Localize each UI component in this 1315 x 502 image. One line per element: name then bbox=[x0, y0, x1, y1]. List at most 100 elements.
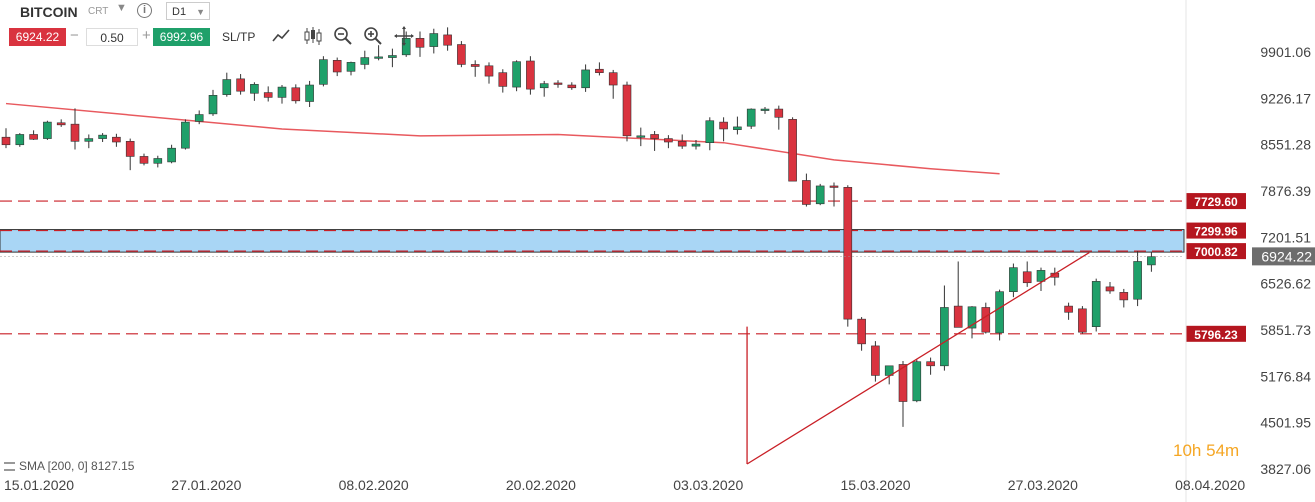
candle-body bbox=[415, 38, 425, 48]
sell-button[interactable]: 6924.22 bbox=[9, 28, 66, 46]
candle-body bbox=[305, 84, 314, 102]
candle-body bbox=[774, 108, 784, 118]
chevron-down-icon[interactable]: ▼ bbox=[116, 2, 127, 14]
candle-body bbox=[746, 108, 756, 127]
y-tick-label: 3827.06 bbox=[1260, 461, 1311, 477]
candle-body bbox=[595, 68, 604, 73]
candle-body bbox=[705, 120, 715, 143]
candle-body bbox=[636, 135, 646, 138]
candle-body bbox=[43, 121, 52, 139]
candle-body bbox=[926, 361, 935, 367]
candle-body bbox=[470, 64, 480, 67]
candle-body bbox=[250, 84, 259, 94]
candle-body bbox=[526, 60, 535, 90]
candle-body bbox=[815, 185, 825, 205]
y-tick-label: 5851.73 bbox=[1260, 322, 1311, 338]
indicator-legend[interactable]: SMA [200, 0] 8127.15 bbox=[4, 459, 134, 473]
timeframe-value: D1 bbox=[172, 6, 187, 18]
candle-body bbox=[608, 72, 618, 86]
candle-body bbox=[567, 84, 577, 89]
candle-timer: 10h 54m bbox=[1173, 441, 1239, 461]
x-tick-label: 08.04.2020 bbox=[1175, 477, 1245, 493]
candle-body bbox=[1009, 267, 1018, 292]
x-tick-label: 08.02.2020 bbox=[339, 477, 409, 493]
candle-body bbox=[843, 187, 853, 320]
line-chart-icon[interactable] bbox=[271, 25, 291, 47]
candle-body bbox=[277, 86, 287, 98]
y-tick-label: 7201.51 bbox=[1260, 229, 1311, 245]
candle-body bbox=[1105, 286, 1115, 292]
candle-body bbox=[112, 136, 121, 143]
zoom-out-icon[interactable] bbox=[333, 25, 353, 47]
level-label: 5796.23 bbox=[1194, 328, 1238, 342]
indicator-icon[interactable] bbox=[4, 462, 15, 472]
candle-body bbox=[374, 56, 383, 59]
candle-body bbox=[1, 136, 11, 146]
level-label: 7000.82 bbox=[1194, 245, 1238, 259]
trendline bbox=[746, 251, 1090, 465]
candle-body bbox=[167, 147, 176, 163]
candle-body bbox=[1036, 270, 1046, 282]
zoom-in-icon[interactable] bbox=[363, 25, 383, 47]
candle-body bbox=[208, 95, 218, 115]
candle-body bbox=[346, 62, 356, 72]
candle-body bbox=[139, 156, 149, 164]
quantity-input[interactable]: 0.50 bbox=[86, 28, 138, 46]
candle-body bbox=[581, 69, 590, 89]
chevron-down-icon: ▼ bbox=[196, 7, 205, 17]
candle-body bbox=[1133, 261, 1142, 300]
buy-button[interactable]: 6992.96 bbox=[153, 28, 210, 46]
candle-body bbox=[802, 180, 811, 205]
candle-body bbox=[125, 141, 135, 157]
candle-body bbox=[263, 92, 273, 98]
candle-body bbox=[967, 306, 977, 329]
level-badge bbox=[1186, 243, 1246, 260]
candle-body bbox=[388, 55, 397, 58]
candle-body bbox=[677, 141, 687, 147]
candle-body bbox=[1064, 305, 1073, 313]
candles-icon[interactable] bbox=[302, 25, 322, 47]
candle-body bbox=[539, 83, 549, 89]
symbol-name[interactable]: BITCOIN bbox=[20, 4, 78, 20]
candles bbox=[1, 27, 1156, 427]
crosshair-icon[interactable] bbox=[394, 25, 414, 47]
info-icon[interactable]: i bbox=[137, 3, 152, 18]
timer-minutes: 54m bbox=[1206, 441, 1240, 460]
y-tick-label: 9901.06 bbox=[1260, 44, 1311, 60]
candle-body bbox=[1091, 281, 1101, 327]
sltp-button[interactable]: SL/TP bbox=[222, 30, 256, 44]
candle-body bbox=[512, 61, 521, 88]
current-price-badge bbox=[1252, 247, 1315, 266]
y-tick-label: 7876.39 bbox=[1260, 183, 1311, 199]
candle-body bbox=[401, 38, 411, 56]
x-tick-label: 15.03.2020 bbox=[841, 477, 911, 493]
candle-body bbox=[498, 72, 508, 87]
x-tick-label: 03.03.2020 bbox=[673, 477, 743, 493]
candle-body bbox=[622, 84, 632, 137]
symbol-type: CRT bbox=[88, 6, 109, 17]
plus-icon[interactable]: + bbox=[142, 27, 151, 44]
candle-body bbox=[1022, 271, 1032, 284]
candle-body bbox=[898, 364, 908, 402]
candle-body bbox=[788, 119, 797, 182]
timeframe-select[interactable]: D1 ▼ bbox=[166, 2, 210, 20]
candle-body bbox=[457, 44, 466, 65]
candle-body bbox=[291, 87, 301, 102]
candle-body bbox=[664, 138, 673, 143]
candle-body bbox=[691, 143, 701, 147]
candle-body bbox=[153, 158, 163, 164]
candle-body bbox=[719, 121, 728, 130]
x-tick-label: 15.01.2020 bbox=[4, 477, 74, 493]
candle-body bbox=[181, 121, 190, 149]
level-badge bbox=[1186, 193, 1246, 210]
level-label: 7729.60 bbox=[1194, 195, 1238, 209]
candle-body bbox=[332, 60, 342, 73]
y-tick-label: 9226.17 bbox=[1260, 90, 1311, 106]
minus-icon[interactable]: − bbox=[70, 27, 79, 44]
candle-body bbox=[236, 78, 245, 92]
candle-body bbox=[15, 134, 25, 146]
candle-body bbox=[360, 57, 370, 65]
candle-body bbox=[443, 34, 452, 46]
